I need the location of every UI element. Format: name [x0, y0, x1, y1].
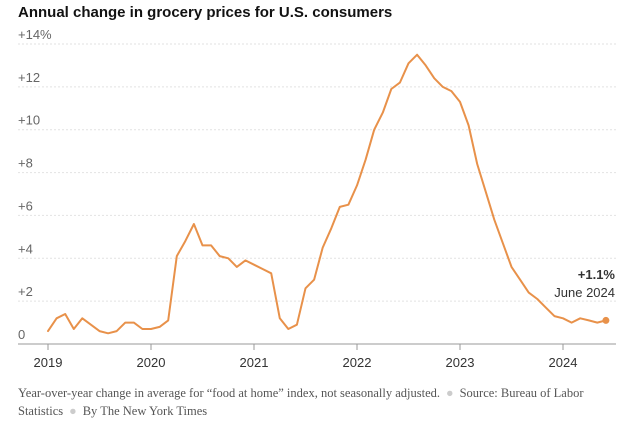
x-tick-label: 2021	[240, 355, 269, 370]
y-axis: 0 +2 +4 +6 +8 +10 +12 +14%	[18, 27, 52, 342]
x-tick-label: 2023	[446, 355, 475, 370]
y-tick-label: +4	[18, 241, 33, 256]
x-axis: 2019 2020 2021 2022 2023 2024	[34, 344, 578, 370]
annotation-value: +1.1%	[578, 267, 616, 282]
annotation-date: June 2024	[554, 285, 615, 300]
footer-credit: By The New York Times	[82, 404, 208, 418]
series-line	[47, 53, 607, 335]
separator-dot: ●	[69, 404, 77, 418]
chart-footer: Year-over-year change in average for “fo…	[18, 384, 618, 420]
y-tick-label: +2	[18, 284, 33, 299]
x-tick-label: 2022	[343, 355, 372, 370]
x-tick-label: 2020	[137, 355, 166, 370]
y-tick-label: +14%	[18, 27, 52, 42]
grid	[18, 43, 616, 345]
x-tick-label: 2019	[34, 355, 63, 370]
y-tick-label: +10	[18, 113, 40, 128]
y-tick-label: 0	[18, 327, 25, 342]
y-tick-label: +12	[18, 70, 40, 85]
y-tick-label: +8	[18, 156, 33, 171]
end-point-marker	[602, 316, 610, 324]
chart-title: Annual change in grocery prices for U.S.…	[18, 4, 393, 21]
x-tick-label: 2024	[549, 355, 578, 370]
footer-note: Year-over-year change in average for “fo…	[18, 386, 441, 400]
footer-source: Source: Bureau of Labor Statistics	[18, 386, 584, 418]
separator-dot: ●	[446, 386, 454, 400]
y-tick-label: +6	[18, 198, 33, 213]
line-chart: 0 +2 +4 +6 +8 +10 +12 +14% 2019 2020 2021 2022 2023…	[18, 27, 616, 370]
